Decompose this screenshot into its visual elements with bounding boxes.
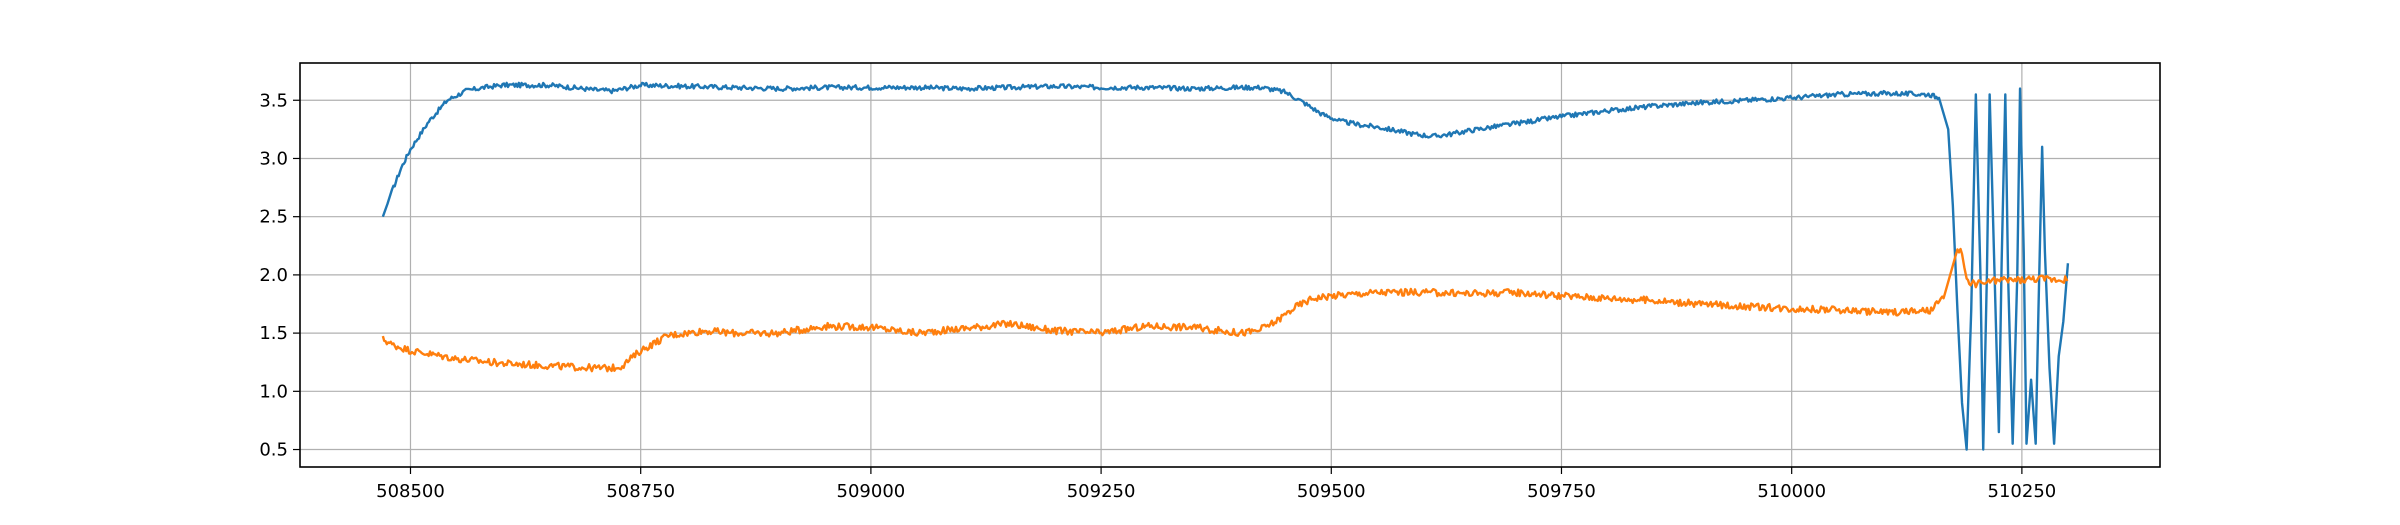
y-tick-label: 1.5 — [259, 323, 288, 344]
y-tick-label: 2.5 — [259, 207, 288, 228]
x-tick-label: 510000 — [1757, 481, 1826, 502]
series-line-2 — [381, 247, 2069, 373]
series-line-1 — [381, 81, 2070, 451]
y-tick-label: 3.0 — [259, 148, 288, 169]
axis-ticks: 508500 508750 509000 509250 509500 509750 5100… — [259, 90, 2056, 502]
x-tick-label: 510250 — [1988, 481, 2057, 502]
plot-frame — [299, 62, 2161, 468]
y-tick-label: 0.5 — [259, 440, 288, 461]
series-layer — [381, 81, 2070, 451]
y-tick-label: 1.0 — [259, 381, 288, 402]
x-tick-label: 509000 — [837, 481, 906, 502]
y-tick-label: 2.0 — [259, 265, 288, 286]
x-tick-label: 509500 — [1297, 481, 1366, 502]
plot-area — [300, 63, 2160, 467]
x-tick-label: 508750 — [606, 481, 675, 502]
x-tick-label: 509250 — [1067, 481, 1136, 502]
y-tick-label: 3.5 — [259, 90, 288, 111]
x-tick-label: 509750 — [1527, 481, 1596, 502]
x-tick-label: 508500 — [376, 481, 445, 502]
